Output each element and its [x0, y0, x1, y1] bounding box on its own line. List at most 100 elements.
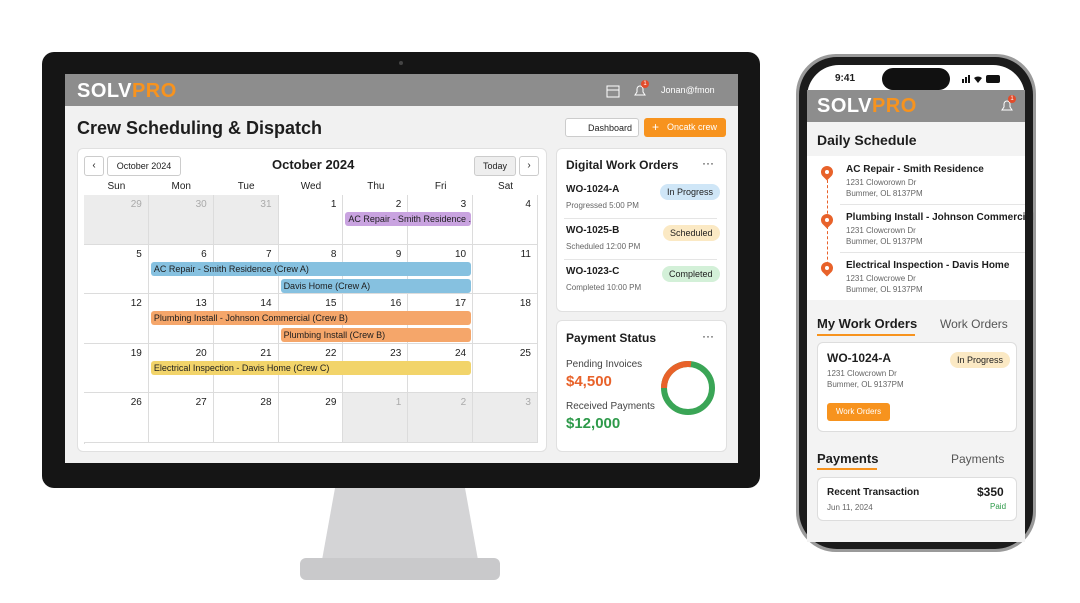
tab[interactable]: Work Orders	[940, 317, 1008, 331]
day-number: 15	[325, 298, 337, 309]
day-number: 13	[195, 298, 207, 309]
event[interactable]: AC Repair - Smith Residence ...	[345, 212, 472, 226]
menu-icon[interactable]: ···	[702, 329, 714, 343]
menu-icon[interactable]: ···	[702, 156, 714, 170]
day-cell: 29	[278, 393, 344, 443]
day-number: 3	[460, 199, 467, 210]
day-number: 27	[195, 397, 207, 408]
schedule-line: 1231 Clowcrowe Dr	[846, 274, 916, 283]
phone-header	[807, 90, 1025, 122]
day-number: 31	[260, 199, 272, 210]
dashboard-button[interactable]: Dashboard	[565, 118, 639, 137]
order-status: Scheduled	[663, 225, 720, 241]
order-detail: Progressed 5:00 PM	[566, 201, 639, 210]
day-cell: 25	[473, 343, 538, 393]
day-cell: 26	[84, 393, 149, 443]
day-number: 29	[325, 397, 337, 408]
card-button[interactable]: Work Orders	[827, 403, 890, 421]
card-line: Bummer, OL 9137PM	[827, 380, 904, 389]
transaction-amount: $350	[977, 485, 1004, 499]
day-number: 1	[330, 199, 337, 210]
day-cell: 31	[213, 195, 279, 245]
day-number: 18	[519, 298, 531, 309]
day-number: 12	[130, 298, 142, 309]
day-number: 7	[265, 248, 272, 260]
schedule-line: Bummer, OL 8137PM	[846, 189, 923, 198]
crew-button[interactable]: Oncatk crew	[644, 118, 726, 137]
event[interactable]: Electrical Inspection - Davis Home (Crew…	[150, 360, 472, 375]
order-detail: Scheduled 12:00 PM	[566, 242, 641, 251]
day-cell: 3	[473, 393, 538, 443]
pin-dot	[825, 218, 829, 222]
day-cell: 1	[343, 393, 409, 443]
day-number: 29	[130, 199, 142, 210]
transaction-status: Paid	[990, 502, 1007, 511]
day-number: 22	[325, 347, 337, 359]
day-number: 21	[260, 347, 272, 359]
brand: SOLVPRO	[77, 80, 177, 102]
weekday: Fri	[434, 181, 447, 192]
today-button[interactable]: Today	[474, 156, 516, 176]
day-number: 8	[330, 248, 337, 260]
tab-underline	[817, 334, 915, 336]
divider	[564, 259, 717, 260]
schedule-list	[807, 156, 1025, 300]
schedule-title[interactable]: AC Repair - Smith Residence	[846, 164, 984, 175]
event[interactable]: Plumbing Install (Crew B)	[280, 328, 472, 342]
day-cell: 27	[148, 393, 214, 443]
transaction-label: Recent Transaction	[827, 487, 920, 498]
tab-underline	[817, 468, 877, 470]
day-cell: 2	[408, 393, 474, 443]
prev-button[interactable]: ‹	[84, 156, 104, 176]
calendar-icon[interactable]	[606, 84, 620, 98]
tab-active[interactable]: My Work Orders	[817, 316, 918, 331]
brand: SOLVPRO	[817, 95, 917, 117]
tab[interactable]: Payments	[951, 452, 1005, 466]
weekday: Wed	[300, 181, 322, 192]
plus-icon: +	[652, 120, 660, 134]
weekday: Tue	[237, 181, 255, 192]
user[interactable]: Jonan@fmon	[661, 85, 715, 95]
schedule-title[interactable]: Plumbing Install - Johnson Commercial	[846, 212, 1034, 223]
card-id: WO-1024-A	[827, 351, 892, 365]
pending-amount: $4,500	[566, 373, 612, 390]
pin-dot	[825, 266, 829, 270]
transaction-card	[817, 477, 1017, 521]
day-number: 4	[525, 199, 531, 210]
day-cell: 5	[84, 244, 149, 294]
order-detail: Completed 10:00 PM	[566, 283, 642, 292]
divider	[840, 252, 1025, 253]
day-number: 19	[130, 347, 142, 359]
order-status: Completed	[662, 266, 720, 282]
day-cell: 29	[84, 195, 149, 245]
weekday: Sat	[498, 181, 514, 192]
calendar-title: October 2024	[272, 157, 355, 172]
order-id[interactable]: WO-1024-A	[566, 184, 620, 195]
month-button[interactable]: October 2024	[107, 156, 181, 176]
received-amount: $12,000	[566, 415, 621, 432]
top-bar	[65, 74, 738, 106]
next-button[interactable]: ›	[519, 156, 539, 176]
day-cell: 12	[84, 294, 149, 344]
day-number: 1	[395, 397, 402, 408]
day-number: 16	[390, 298, 402, 309]
event[interactable]: Plumbing Install - Johnson Commercial (C…	[150, 311, 472, 325]
event[interactable]: Davis Home (Crew A)	[280, 278, 472, 293]
day-number: 28	[260, 397, 272, 408]
bell-icon[interactable]	[632, 83, 648, 99]
day-number: 10	[455, 248, 467, 260]
schedule-line: Bummer, OL 9137PM	[846, 285, 923, 294]
schedule-title[interactable]: Electrical Inspection - Davis Home	[846, 260, 1010, 271]
day-number: 2	[460, 397, 467, 408]
schedule-line: Bummer, OL 9137PM	[846, 237, 923, 246]
status-icons	[962, 75, 1000, 83]
divider	[840, 204, 1025, 205]
order-id[interactable]: WO-1023-C	[566, 266, 620, 277]
weekday: Sun	[107, 181, 126, 192]
day-cell: 30	[148, 195, 214, 245]
event[interactable]: AC Repair - Smith Residence (Crew A)	[150, 261, 472, 276]
bell-icon[interactable]	[999, 98, 1015, 114]
order-id[interactable]: WO-1025-B	[566, 225, 620, 236]
tab-active[interactable]: Payments	[817, 451, 879, 466]
badge: 1	[641, 80, 649, 88]
